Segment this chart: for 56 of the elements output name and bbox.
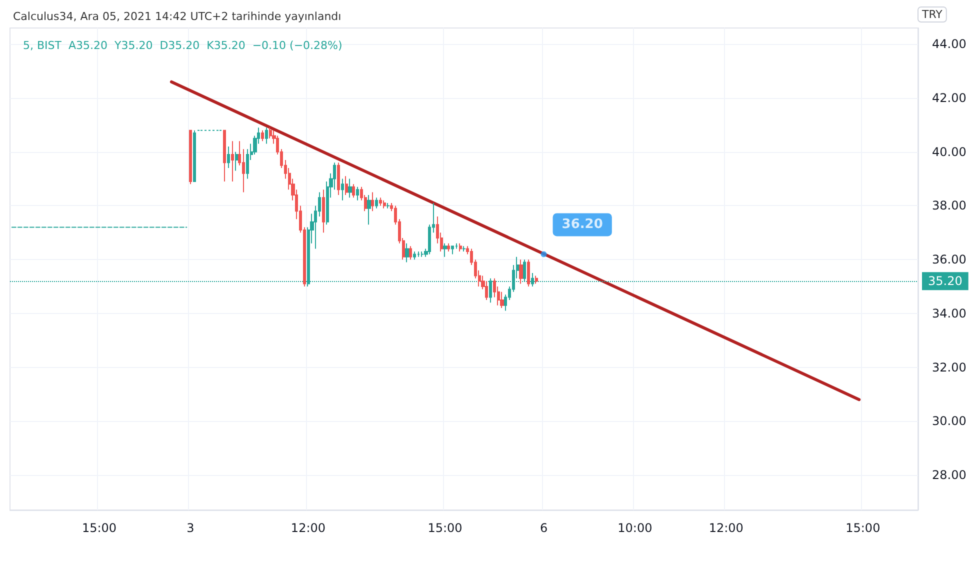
candlestick bbox=[261, 130, 264, 142]
candlestick bbox=[417, 250, 420, 258]
candlestick bbox=[227, 146, 230, 169]
candlestick bbox=[519, 259, 523, 284]
y-tick-label: 38.00 bbox=[932, 198, 966, 213]
candlestick bbox=[527, 259, 530, 288]
candlestick bbox=[409, 246, 412, 260]
y-tick-label: 30.00 bbox=[932, 414, 966, 428]
candlestick bbox=[405, 242, 409, 263]
y-tick-label: 44.00 bbox=[932, 37, 966, 52]
candlestick bbox=[447, 242, 450, 252]
x-tick-label: 3 bbox=[186, 521, 194, 535]
candlestick bbox=[223, 130, 226, 182]
ref-line-label: 35.20 bbox=[928, 274, 962, 288]
candlestick bbox=[356, 186, 359, 201]
y-tick-label: 28.00 bbox=[932, 468, 966, 482]
x-tick-label: 10:00 bbox=[618, 521, 652, 535]
x-tick-label: 15:00 bbox=[428, 521, 462, 535]
candlestick bbox=[379, 197, 382, 206]
y-tick-label: 36.00 bbox=[932, 252, 966, 267]
candlestick bbox=[459, 242, 462, 252]
candlestick bbox=[413, 250, 416, 260]
candlestick bbox=[235, 151, 238, 172]
candlestick bbox=[371, 192, 374, 212]
candlestick bbox=[337, 162, 340, 196]
candlestick bbox=[386, 202, 390, 209]
candlestick bbox=[341, 178, 344, 201]
x-tick-label: 15:00 bbox=[846, 521, 880, 535]
x-tick-label: 6 bbox=[540, 521, 548, 535]
candlestick bbox=[383, 200, 386, 209]
y-tick-label: 40.00 bbox=[932, 144, 966, 159]
candlestick bbox=[193, 130, 196, 182]
candlestick bbox=[451, 246, 454, 255]
candlestick bbox=[367, 194, 371, 226]
candlestick bbox=[265, 127, 268, 144]
text: 5, BIST A35.20 Y35.20 D35.20 K35.20 −0.10 (−0.28%) bbox=[23, 39, 342, 52]
candlestick bbox=[535, 275, 538, 284]
candlestick bbox=[352, 184, 355, 198]
candlestick bbox=[322, 189, 325, 234]
candlestick bbox=[231, 140, 234, 182]
annotation: 36.20 bbox=[562, 217, 603, 232]
y-tick-label: 34.00 bbox=[932, 306, 966, 320]
candlestick bbox=[348, 178, 352, 198]
y-tick-label: 32.00 bbox=[932, 360, 966, 374]
x-tick-label: 12:00 bbox=[708, 521, 744, 535]
y-tick-label: 42.00 bbox=[932, 91, 966, 106]
candlestick bbox=[345, 176, 348, 196]
candlestick bbox=[421, 250, 424, 258]
x-tick-label: 12:00 bbox=[290, 521, 326, 535]
candlestick bbox=[375, 197, 378, 209]
y-axis-title: TRY bbox=[921, 8, 943, 21]
x-tick-label: 15:00 bbox=[82, 521, 117, 535]
candlestick bbox=[443, 242, 447, 258]
candlestick bbox=[462, 246, 466, 252]
candlestick bbox=[189, 130, 192, 185]
chart-title: Calculus34, Ara 05, 2021 14:42 UTC+2 tarihinde yayınlandı bbox=[13, 10, 342, 23]
